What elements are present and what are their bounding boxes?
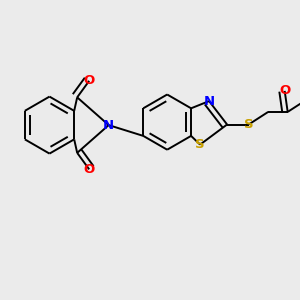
Text: O: O (84, 74, 95, 87)
Text: N: N (203, 94, 214, 108)
Text: S: S (195, 138, 205, 151)
Text: N: N (103, 118, 114, 132)
Text: S: S (244, 118, 254, 131)
Text: O: O (279, 84, 290, 98)
Text: O: O (84, 163, 95, 176)
